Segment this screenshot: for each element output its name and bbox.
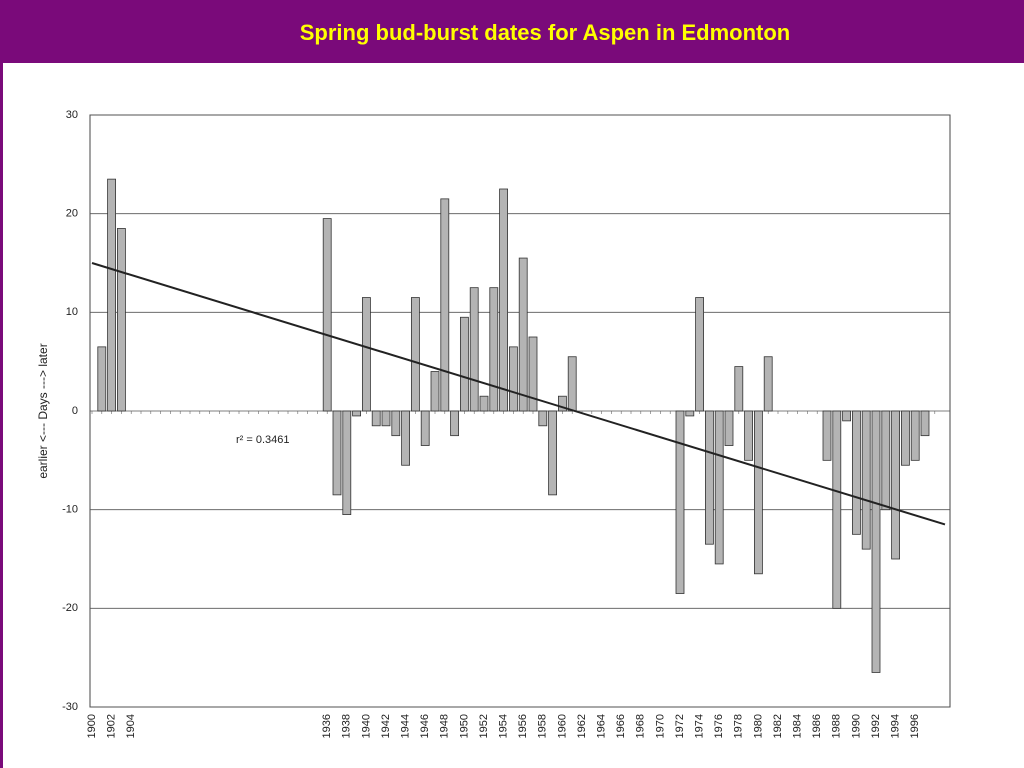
bar xyxy=(469,287,479,412)
x-tick-label: 1956 xyxy=(517,714,529,738)
bar xyxy=(724,410,734,446)
bar xyxy=(558,395,567,412)
bar xyxy=(901,410,910,466)
bar xyxy=(842,410,851,422)
x-tick-label: 1952 xyxy=(478,714,490,738)
bar xyxy=(440,198,450,412)
x-tick-label: 1942 xyxy=(380,714,392,738)
x-tick-label: 1944 xyxy=(400,714,412,738)
bar xyxy=(754,410,763,575)
bar xyxy=(832,410,842,609)
bar xyxy=(381,410,391,427)
bar xyxy=(518,257,528,412)
bar xyxy=(489,287,499,412)
x-tick-label: 1958 xyxy=(537,714,549,738)
bar xyxy=(352,410,362,417)
x-tick-label: 1902 xyxy=(106,714,118,738)
bar xyxy=(410,297,420,412)
x-tick-label: 1904 xyxy=(125,714,137,738)
bar xyxy=(822,410,832,461)
bar xyxy=(479,395,489,412)
bar xyxy=(97,346,107,412)
bar xyxy=(107,178,116,412)
x-tick-label: 1962 xyxy=(576,714,588,738)
x-tick-label: 1948 xyxy=(439,714,451,738)
left-border xyxy=(0,63,3,768)
x-tick-label: 1960 xyxy=(556,714,568,738)
x-tick-label: 1976 xyxy=(713,714,725,738)
bar xyxy=(459,316,469,412)
x-tick-label: 1936 xyxy=(321,714,333,738)
bar xyxy=(548,410,557,496)
bar xyxy=(744,410,753,461)
x-tick-label: 1938 xyxy=(341,714,353,738)
y-axis-label: earlier <--- Days ---> later xyxy=(36,343,50,478)
y-tick-label: 0 xyxy=(72,405,78,417)
y-tick-label: 30 xyxy=(66,109,78,121)
y-tick-label: 20 xyxy=(66,208,78,220)
y-tick-label: 10 xyxy=(66,306,78,318)
y-tick-label: -10 xyxy=(62,504,78,516)
x-tick-label: 1974 xyxy=(694,714,706,738)
bar xyxy=(499,188,509,412)
x-tick-label: 1980 xyxy=(752,714,764,738)
x-tick-label: 1978 xyxy=(733,714,745,738)
bar xyxy=(322,218,332,412)
bar xyxy=(891,410,900,560)
y-tick-label: -20 xyxy=(62,602,78,614)
x-tick-label: 1900 xyxy=(86,714,98,738)
bar xyxy=(508,346,518,412)
bar xyxy=(852,410,861,535)
bar xyxy=(685,410,695,417)
bar xyxy=(714,410,724,565)
bar xyxy=(342,410,352,515)
x-tick-label: 1990 xyxy=(850,714,862,738)
bar xyxy=(528,336,538,412)
bar xyxy=(420,410,430,446)
bar xyxy=(401,410,411,466)
bar xyxy=(430,371,440,412)
x-tick-label: 1946 xyxy=(419,714,431,738)
x-tick-label: 1950 xyxy=(458,714,470,738)
bar xyxy=(361,297,371,412)
bar xyxy=(695,297,704,412)
r-squared-annotation: r² = 0.3461 xyxy=(236,434,290,446)
bar xyxy=(567,356,577,412)
bar xyxy=(117,228,126,412)
x-tick-label: 1992 xyxy=(870,714,882,738)
bar xyxy=(675,410,685,594)
x-tick-label: 1964 xyxy=(596,714,608,738)
x-tick-label: 1966 xyxy=(615,714,627,738)
bar xyxy=(861,410,871,550)
bar xyxy=(763,356,773,412)
x-tick-label: 1984 xyxy=(792,714,804,738)
bar xyxy=(705,410,714,545)
bar xyxy=(371,410,381,427)
header-bar xyxy=(0,0,1024,63)
bar xyxy=(734,366,744,412)
bar xyxy=(332,410,342,496)
y-tick-label: -30 xyxy=(62,701,78,713)
trend-line xyxy=(91,262,946,526)
bar xyxy=(881,410,891,511)
x-tick-label: 1994 xyxy=(890,714,902,738)
bar xyxy=(871,410,881,673)
x-tick-label: 1996 xyxy=(909,714,921,738)
x-tick-label: 1968 xyxy=(635,714,647,738)
x-tick-label: 1986 xyxy=(811,714,823,738)
x-tick-label: 1982 xyxy=(772,714,784,738)
bar xyxy=(450,410,460,437)
x-tick-label: 1954 xyxy=(498,714,510,738)
chart-title: Spring bud-burst dates for Aspen in Edmo… xyxy=(300,20,791,45)
bar xyxy=(391,410,401,437)
bar xyxy=(910,410,920,461)
bar xyxy=(920,410,930,437)
bar xyxy=(538,410,548,427)
x-tick-label: 1972 xyxy=(674,714,686,738)
x-tick-label: 1988 xyxy=(831,714,843,738)
x-tick-label: 1940 xyxy=(360,714,372,738)
x-tick-label: 1970 xyxy=(654,714,666,738)
